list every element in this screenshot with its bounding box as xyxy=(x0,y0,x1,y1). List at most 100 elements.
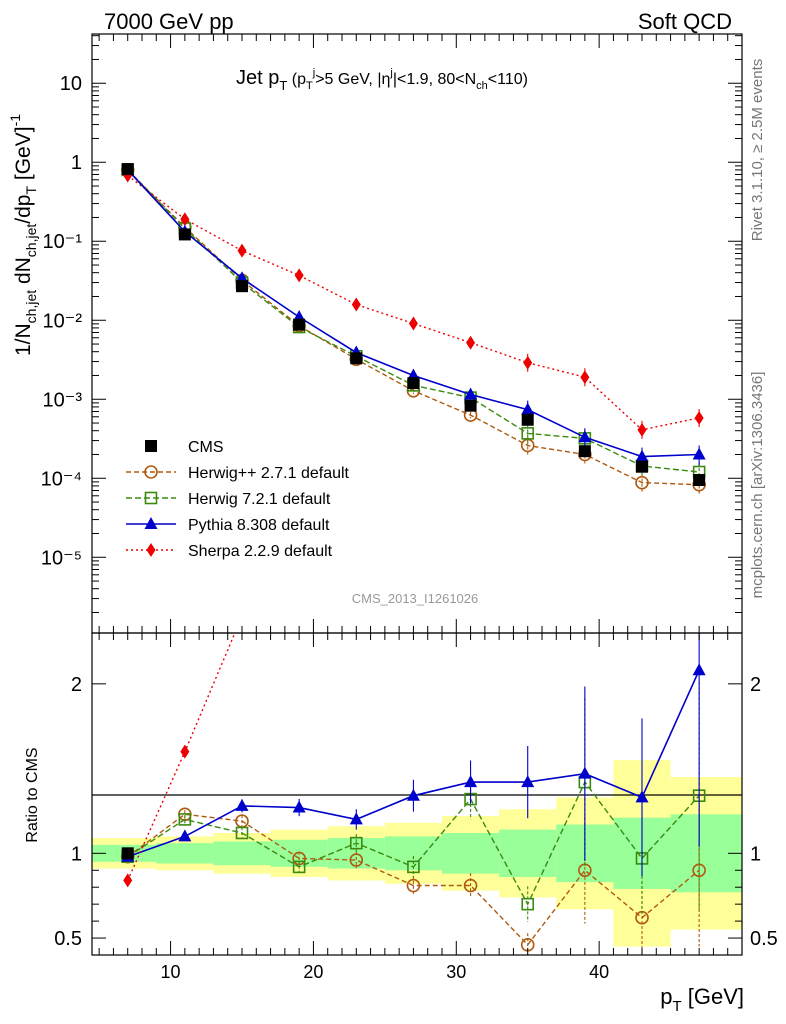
data-point xyxy=(580,370,590,385)
band-inner xyxy=(442,832,500,874)
data-point xyxy=(636,460,648,473)
legend-label: CMS xyxy=(188,439,224,456)
legend-marker xyxy=(146,543,156,557)
series-sherpa-2-2-9-default xyxy=(123,168,704,441)
ratio-point xyxy=(406,788,420,801)
data-point xyxy=(408,316,418,331)
ratio-point xyxy=(180,744,190,759)
data-point xyxy=(350,352,363,365)
legend-marker xyxy=(144,465,158,479)
y-tick-label: 10⁻⁵ xyxy=(41,547,82,569)
ratio-point xyxy=(463,878,478,893)
data-point xyxy=(178,228,191,241)
data-point xyxy=(693,474,706,487)
legend-label: Sherpa 2.2.9 default xyxy=(188,543,333,560)
legend-item-herwig-2-7-1-default: Herwig++ 2.7.1 default xyxy=(126,465,350,482)
ratio-point xyxy=(292,860,306,874)
data-point xyxy=(637,422,647,437)
legend-label: Pythia 8.308 default xyxy=(188,517,330,534)
ratio-point xyxy=(349,853,364,867)
data-point xyxy=(464,399,477,412)
series-line xyxy=(127,169,700,458)
ratio-ticks: 10 20 30 40 0.5 0.5 1 1 2 2 xyxy=(54,633,778,982)
ratio-tick-label-right: 0.5 xyxy=(750,928,778,950)
ratio-reference-point xyxy=(121,847,134,860)
plot-title: Jet pT (pTj>5 GeV, |ηj|<1.9, 80<Nch<110) xyxy=(236,67,528,93)
main-panel: 10⁻⁵ 10⁻⁴ 10⁻³ 10⁻² 10⁻¹ 1 10 Jet pT (pTj>5 Ge… xyxy=(7,33,743,634)
ratio-tick-label: 0.5 xyxy=(54,928,82,950)
legend-marker xyxy=(144,517,158,529)
ratio-point xyxy=(235,826,249,840)
ratio-point xyxy=(349,836,363,850)
ratio-point xyxy=(349,812,363,825)
ratio-panel: 10 20 30 40 0.5 0.5 1 1 2 2 Ratio to CMS xyxy=(24,609,778,982)
x-tick-label: 30 xyxy=(446,962,466,982)
data-point xyxy=(578,430,592,443)
data-point xyxy=(121,163,134,176)
ratio-line xyxy=(127,813,700,946)
band-inner xyxy=(213,841,271,866)
ratio-point xyxy=(635,790,649,803)
data-point xyxy=(578,445,591,458)
data-point xyxy=(635,449,649,462)
ratio-point xyxy=(292,851,306,866)
legend-marker xyxy=(144,491,158,505)
data-point xyxy=(293,318,306,331)
main-series xyxy=(120,162,706,496)
ratio-point xyxy=(292,800,306,813)
data-point xyxy=(237,243,247,258)
ratio-point xyxy=(521,775,535,788)
band-inner xyxy=(499,829,557,878)
data-point xyxy=(180,212,190,227)
data-point xyxy=(521,402,535,415)
ratio-series-sherpa-2-2-9-default xyxy=(123,609,247,888)
ratio-tick-label: 1 xyxy=(71,843,82,865)
y-tick-label: 10 xyxy=(60,73,82,95)
data-point xyxy=(521,427,535,440)
ratio-point xyxy=(407,860,420,874)
ratio-point xyxy=(238,609,247,623)
data-point xyxy=(521,413,534,426)
ratio-point xyxy=(692,663,706,676)
legend-label: Herwig 7.2.1 default xyxy=(188,491,331,508)
x-tick-label: 20 xyxy=(303,962,323,982)
header-right: Soft QCD xyxy=(638,9,732,34)
header-left: 7000 GeV pp xyxy=(104,9,234,34)
ratio-point xyxy=(123,873,133,888)
side-label-top: Rivet 3.1.10, ≥ 2.5M events xyxy=(749,59,766,242)
ratio-point xyxy=(521,897,535,911)
legend-item-cms: CMS xyxy=(145,439,224,456)
x-tick-label: 10 xyxy=(161,962,181,982)
ratio-point xyxy=(406,878,421,893)
legend-label: Herwig++ 2.7.1 default xyxy=(188,465,350,482)
legend-marker xyxy=(145,440,157,452)
data-point xyxy=(692,447,706,460)
y-tick-label: 10⁻³ xyxy=(43,389,83,411)
band-inner xyxy=(384,836,442,871)
ratio-point xyxy=(178,829,192,842)
series-cms xyxy=(121,163,706,487)
x-tick-label: 40 xyxy=(589,962,609,982)
data-point xyxy=(694,410,704,425)
ratio-point xyxy=(578,766,592,779)
analysis-id: CMS_2013_I1261026 xyxy=(352,591,479,606)
ratio-tick-label-right: 2 xyxy=(750,674,761,696)
main-ticks: 10⁻⁵ 10⁻⁴ 10⁻³ 10⁻² 10⁻¹ 1 10 xyxy=(41,34,743,633)
series-line xyxy=(127,174,700,431)
data-point xyxy=(464,387,478,400)
y-tick-label: 10⁻¹ xyxy=(43,231,83,253)
legend-item-herwig-7-2-1-default: Herwig 7.2.1 default xyxy=(126,491,331,508)
legend-item-pythia-8-308-default: Pythia 8.308 default xyxy=(126,517,330,534)
data-point xyxy=(236,280,248,293)
main-y-axis-label: 1/Nch,jet dNch,jet/dpT [GeV]-1 xyxy=(7,114,39,356)
ratio-y-axis-label: Ratio to CMS xyxy=(24,747,41,842)
data-point xyxy=(294,268,304,283)
band-inner xyxy=(156,843,214,864)
data-point xyxy=(466,335,476,350)
ratio-point xyxy=(464,775,478,788)
side-label-bottom: mcplots.cern.ch [arXiv:1306.3436] xyxy=(749,372,766,599)
ratio-series xyxy=(120,609,706,955)
x-axis-label: pT [GeV] xyxy=(660,984,744,1015)
ratio-tick-label: 2 xyxy=(71,674,82,696)
